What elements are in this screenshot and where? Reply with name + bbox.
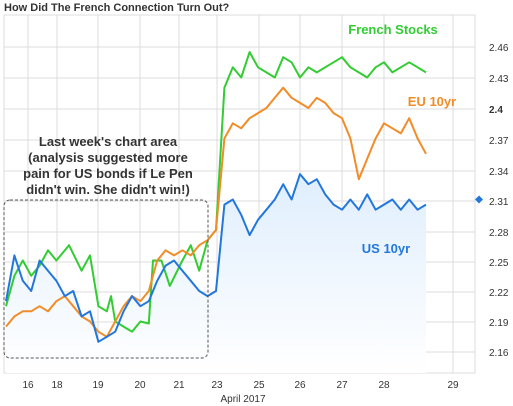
- y-axis-ticks: 2.46 2.43 2.4 2.37 2.34 2.31 2.28 2.25 2.22 2.19 2…: [489, 43, 509, 359]
- x-tick-label: 27: [336, 380, 348, 391]
- current-value-marker: [475, 195, 483, 204]
- x-axis-ticks: 16 18 19 20 21 23 25 26 27 28 29: [22, 380, 459, 391]
- series-label: French Stocks: [348, 22, 438, 37]
- y-tick-label: 2.16: [489, 348, 509, 359]
- x-tick-label: 23: [211, 380, 223, 391]
- series-lines: [5, 51, 427, 343]
- y-tick-label: 2.4: [489, 105, 503, 116]
- x-tick-label: 28: [378, 380, 390, 391]
- annotation-line: (analysis suggested more: [28, 150, 188, 165]
- y-tick-label: 2.31: [489, 197, 509, 208]
- us-10yr-fill: [6, 174, 426, 373]
- x-tick-label: 18: [51, 380, 63, 391]
- series-labels: French Stocks EU 10yr US 10yr: [348, 22, 456, 256]
- series-label: EU 10yr: [408, 94, 456, 109]
- x-axis-label: April 2017: [220, 394, 265, 405]
- x-tick-label: 26: [294, 380, 306, 391]
- series-label: US 10yr: [362, 241, 410, 256]
- x-tick-label: 20: [134, 380, 146, 391]
- y-tick-label: 2.22: [489, 288, 509, 299]
- y-tick-label: 2.43: [489, 74, 509, 85]
- x-tick-label: 19: [92, 380, 104, 391]
- x-tick-label: 21: [173, 380, 185, 391]
- x-tick-label: 29: [447, 380, 459, 391]
- us-10yr-area: [6, 174, 426, 373]
- annotation-line: pain for US bonds if Le Pen: [23, 166, 193, 181]
- x-tick-label: 25: [253, 380, 265, 391]
- annotation-line: Last week's chart area: [39, 134, 178, 149]
- annotation: Last week's chart area(analysis suggeste…: [23, 134, 193, 197]
- series-line-eu-10yr: [5, 86, 427, 338]
- series-line-us-10yr: [5, 173, 427, 343]
- last-week-box: [3, 199, 209, 359]
- chart-title: How Did The French Connection Turn Out?: [4, 2, 230, 14]
- y-tick-label: 2.34: [489, 167, 509, 178]
- y-tick-label: 2.19: [489, 318, 509, 329]
- y-tick-label: 2.37: [489, 136, 509, 147]
- y-tick-label: 2.46: [489, 43, 509, 54]
- annotation-line: didn't win. She didn't win!): [26, 182, 190, 197]
- y-tick-label: 2.25: [489, 258, 509, 269]
- y-tick-label: 2.28: [489, 228, 509, 239]
- x-tick-label: 16: [22, 380, 34, 391]
